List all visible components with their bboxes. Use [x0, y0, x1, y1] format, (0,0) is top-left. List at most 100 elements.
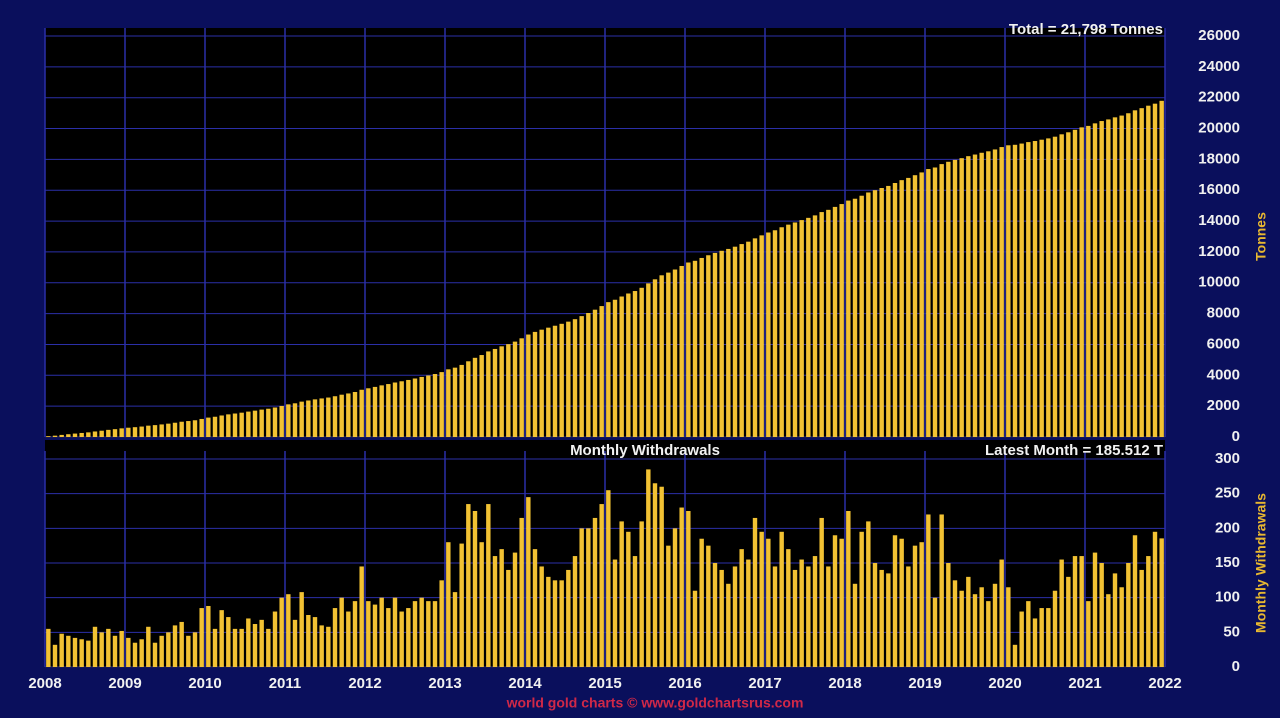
- bar: [146, 425, 151, 437]
- bar: [759, 235, 764, 437]
- bar: [232, 413, 238, 437]
- bar: [786, 224, 791, 437]
- bar: [972, 154, 978, 438]
- bar: [1159, 538, 1164, 667]
- bar: [719, 250, 724, 437]
- bar: [892, 535, 898, 667]
- bar: [699, 538, 704, 667]
- bar: [132, 642, 138, 667]
- bar: [872, 190, 878, 437]
- bar: [106, 429, 111, 437]
- bar: [112, 429, 118, 437]
- y-tick-label: 22000: [1198, 89, 1240, 106]
- bar: [886, 185, 891, 437]
- bar: [172, 422, 178, 437]
- bar: [326, 397, 331, 437]
- bar: [179, 421, 184, 437]
- bar: [592, 309, 598, 437]
- bar: [732, 566, 738, 667]
- bar: [679, 265, 684, 437]
- bar: [1092, 123, 1098, 437]
- bar: [692, 260, 698, 437]
- bar: [359, 389, 364, 437]
- bar: [806, 217, 811, 437]
- bar: [312, 617, 318, 667]
- bar: [206, 417, 211, 437]
- bar: [366, 601, 371, 667]
- bar: [1132, 535, 1138, 667]
- bar: [1119, 587, 1124, 667]
- bar: [752, 238, 758, 437]
- bar: [906, 177, 911, 438]
- bar: [839, 204, 844, 437]
- bar: [746, 241, 751, 437]
- bar: [1086, 125, 1091, 437]
- bar: [739, 549, 744, 667]
- bar: [192, 632, 198, 667]
- bar: [59, 633, 64, 667]
- bar: [246, 411, 251, 437]
- annotation: Total = 21,798 Tonnes: [1009, 21, 1163, 38]
- bar: [379, 597, 384, 667]
- bar: [326, 626, 331, 667]
- bar: [366, 388, 371, 437]
- bar: [1139, 569, 1144, 667]
- bar: [939, 514, 944, 667]
- bar: [559, 580, 564, 667]
- bar: [1119, 115, 1124, 437]
- bar: [219, 610, 224, 667]
- bar: [452, 367, 458, 437]
- bar: [686, 262, 691, 437]
- bar: [1012, 644, 1018, 667]
- bar: [979, 152, 984, 437]
- bar: [626, 293, 631, 437]
- bar: [459, 364, 464, 437]
- bar: [419, 597, 424, 667]
- bar: [346, 393, 351, 437]
- bar: [359, 566, 364, 667]
- bar: [619, 521, 624, 667]
- bar: [932, 167, 938, 438]
- y-tick-label: 50: [1223, 623, 1240, 640]
- bar: [532, 331, 538, 437]
- bar: [239, 628, 244, 667]
- bar: [659, 275, 664, 437]
- bar: [299, 401, 304, 437]
- y-tick-label: 8000: [1207, 305, 1240, 322]
- x-tick-label: 2009: [108, 675, 141, 692]
- bar: [306, 615, 311, 667]
- bar: [99, 632, 104, 667]
- annotation: Latest Month = 185.512 T: [985, 442, 1163, 459]
- bar: [1092, 552, 1098, 667]
- bar: [886, 573, 891, 667]
- bar: [799, 559, 804, 667]
- bar: [679, 507, 684, 667]
- bar: [906, 566, 911, 667]
- bar: [1059, 559, 1064, 667]
- bar: [912, 175, 918, 438]
- bar: [806, 566, 811, 667]
- bar: [132, 427, 138, 437]
- bar: [666, 272, 671, 437]
- y-tick-label: 10000: [1198, 274, 1240, 291]
- bar: [239, 412, 244, 437]
- y-tick-label: 150: [1215, 554, 1240, 571]
- bar: [946, 161, 951, 437]
- bar: [486, 504, 491, 667]
- bar: [152, 642, 158, 667]
- bar: [246, 618, 251, 667]
- x-tick-label: 2015: [588, 675, 621, 692]
- bar: [999, 559, 1004, 667]
- bar: [612, 299, 618, 437]
- x-tick-label: 2019: [908, 675, 941, 692]
- bar: [499, 346, 504, 437]
- bar: [672, 269, 678, 437]
- bar: [59, 434, 64, 437]
- bar: [1006, 145, 1011, 438]
- x-tick-label: 2008: [28, 675, 61, 692]
- bar: [732, 246, 738, 437]
- bar: [332, 608, 338, 667]
- bar: [286, 404, 291, 437]
- y-tick-label: 0: [1232, 428, 1240, 445]
- bar: [546, 576, 551, 667]
